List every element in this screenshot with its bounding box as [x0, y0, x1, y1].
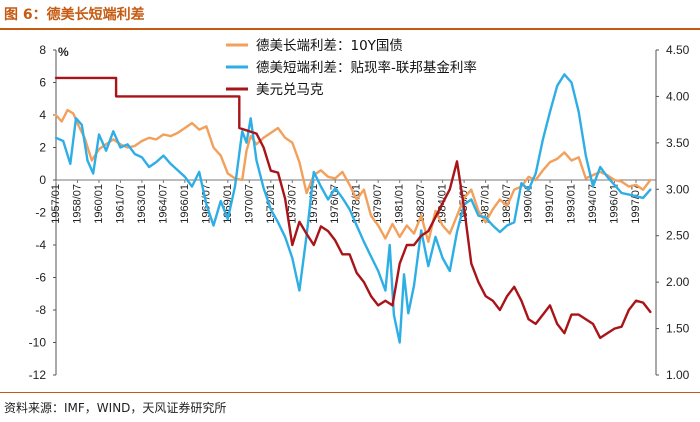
plot-group: [54, 73, 652, 344]
y-left-tick-label: 4: [39, 108, 46, 122]
legend-label-3: 美元兑马克: [256, 82, 324, 98]
series-line-3: [54, 76, 652, 340]
x-tick-label: 1987/01: [480, 184, 492, 224]
x-tick-label: 1966/01: [179, 184, 191, 224]
y-left-tick-label: 0: [39, 173, 46, 187]
y-right-tick-label: 3.50: [666, 136, 690, 150]
axes-group: -12 -10 -8 -6 -4 -2 0 2 4 6 8 % 1.00 1.50 2.00 2.50 3.00…: [29, 43, 690, 382]
x-tick-label: 1981/01: [394, 184, 406, 224]
y-right-tick-label: 1.50: [666, 322, 690, 336]
y-right-tick-label: 3.00: [666, 182, 690, 196]
y-left-tick-label: -12: [29, 368, 47, 382]
x-tick-label: 1990/01: [523, 184, 535, 224]
footer-rule: [0, 392, 700, 393]
y-unit-label: %: [58, 45, 69, 59]
y-left-tick-label: 6: [39, 76, 46, 90]
y-left-tick-label: -8: [35, 303, 46, 317]
y-left-tick-label: -10: [29, 336, 47, 350]
y-right-tick-label: 4.00: [666, 89, 690, 103]
source-note: 资料来源：IMF，WIND，天风证券研究所: [4, 401, 227, 415]
x-tick-label: 1960/01: [93, 184, 105, 224]
x-tick-label: 1958/07: [71, 184, 83, 224]
x-tick-label: 1997/07: [630, 184, 642, 224]
x-tick-label: 1982/07: [415, 184, 427, 224]
y-left-tick-label: -4: [35, 238, 46, 252]
x-tick-label: 1957/01: [50, 184, 62, 224]
x-tick-label: 1996/01: [608, 184, 620, 224]
y-right-tick-label: 1.00: [666, 368, 690, 382]
x-tick-label: 1970/07: [243, 184, 255, 224]
legend-label-1: 德美长端利差：10Y国债: [256, 38, 403, 54]
series-line-2: [54, 73, 652, 344]
y-left-tick-label: -6: [35, 271, 46, 285]
series-line-1: [54, 108, 652, 244]
y-left-tick-label: -2: [35, 206, 46, 220]
title-rule: [0, 28, 700, 30]
x-tick-label: 1964/07: [157, 184, 169, 224]
y-left-tick-label: 2: [39, 141, 46, 155]
y-right-tick-label: 2.50: [666, 229, 690, 243]
chart-title: 图 6：德美长短端利差: [4, 7, 145, 23]
title-bar: 图 6：德美长短端利差: [0, 0, 700, 30]
x-tick-label: 1991/07: [544, 184, 556, 224]
x-tick-label: 1973/07: [286, 184, 298, 224]
x-tick-label: 1961/07: [114, 184, 126, 224]
x-tick-label: 1979/07: [372, 184, 384, 224]
x-tick-label: 1993/01: [566, 184, 578, 224]
y-right-tick-label: 4.50: [666, 43, 690, 57]
x-tick-label: 1994/07: [587, 184, 599, 224]
x-tick-label: 1963/01: [136, 184, 148, 224]
y-left-tick-label: 8: [39, 43, 46, 57]
y-right-tick-label: 2.00: [666, 275, 690, 289]
legend-label-2: 德美短端利差：贴现率-联邦基金利率: [256, 59, 477, 76]
